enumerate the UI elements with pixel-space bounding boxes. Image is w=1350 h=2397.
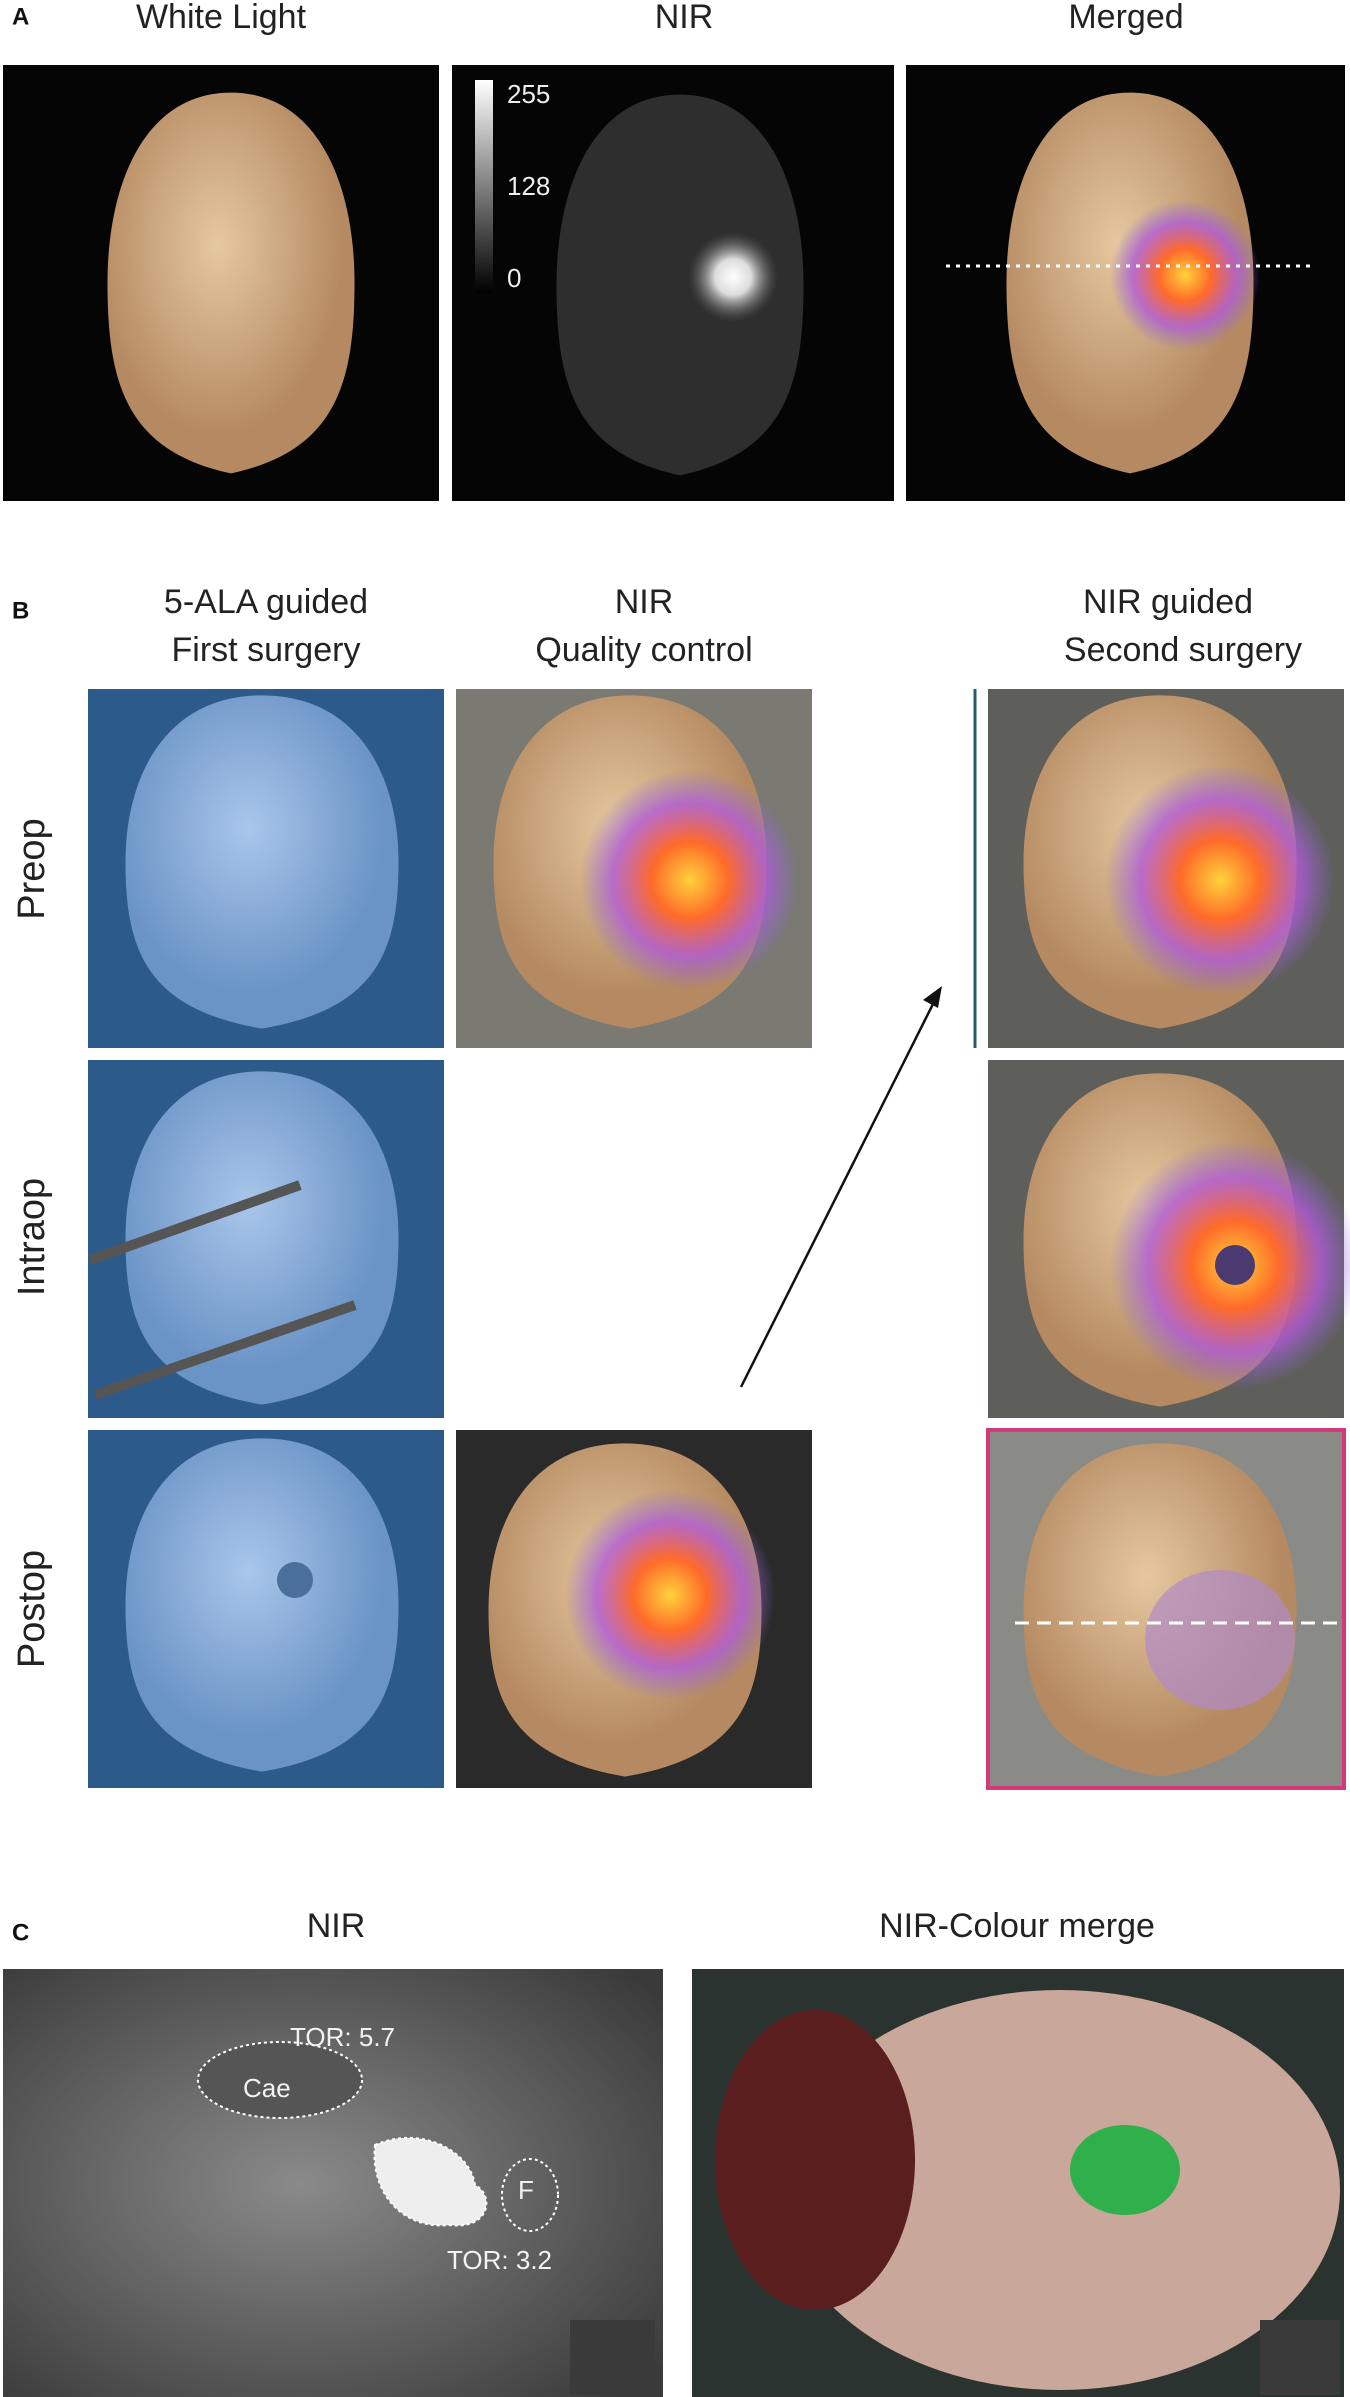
column-title: NIR: [655, 0, 714, 36]
column-title: NIR: [307, 1907, 366, 1945]
brain: [125, 1438, 399, 1772]
annotation: Cae: [243, 2073, 291, 2103]
resection-site: [1145, 1570, 1295, 1710]
column-title: First surgery: [172, 631, 361, 669]
column-title: White Light: [136, 0, 307, 36]
instrument: [93, 1300, 357, 1400]
brain: [107, 92, 355, 474]
panel-label: B: [12, 597, 29, 624]
nir-signal: [688, 232, 778, 322]
column-title: Merged: [1068, 0, 1183, 36]
instrument: [88, 1180, 302, 1265]
nir-signal: [580, 770, 800, 990]
liver: [715, 2010, 915, 2310]
column-title: NIR: [615, 583, 674, 621]
row-label: Intraop: [11, 1178, 53, 1296]
colorbar-tick: 0: [507, 263, 521, 293]
column-title: 5-ALA guided: [164, 583, 368, 621]
region-f: [501, 2158, 559, 2232]
nir-signal: [1110, 200, 1260, 350]
patch: [1260, 2320, 1340, 2395]
colorbar-tick: 128: [507, 171, 550, 201]
annotation: TOR: 5.7: [290, 2022, 395, 2052]
panel-label: A: [12, 3, 29, 30]
panel-label: C: [12, 1919, 29, 1946]
arrowhead: [923, 986, 942, 1008]
row-label: Preop: [11, 818, 53, 919]
tissue: [780, 1990, 1340, 2390]
row-label: Postop: [11, 1550, 53, 1668]
annotation: TOR: 3.2: [447, 2245, 552, 2275]
image-nir: [3, 1969, 663, 2397]
nir-signal: [1070, 2125, 1180, 2215]
cavity: [277, 1562, 313, 1598]
cavity: [1215, 1245, 1255, 1285]
column-title: Second surgery: [1064, 631, 1302, 669]
brain: [125, 695, 399, 1029]
colorbar-tick: 255: [507, 79, 550, 109]
column-title: Quality control: [535, 631, 752, 669]
arrow: [739, 999, 937, 1388]
column-title: NIR guided: [1083, 583, 1253, 621]
annotation: F: [518, 2175, 534, 2205]
tumor-region: [373, 2136, 488, 2227]
patch: [570, 2320, 655, 2395]
nir-signal: [565, 1490, 775, 1700]
colorbar: [475, 80, 493, 293]
nir-signal: [1105, 765, 1335, 995]
region-cae: [197, 2041, 363, 2119]
column-title: NIR-Colour merge: [879, 1907, 1155, 1945]
